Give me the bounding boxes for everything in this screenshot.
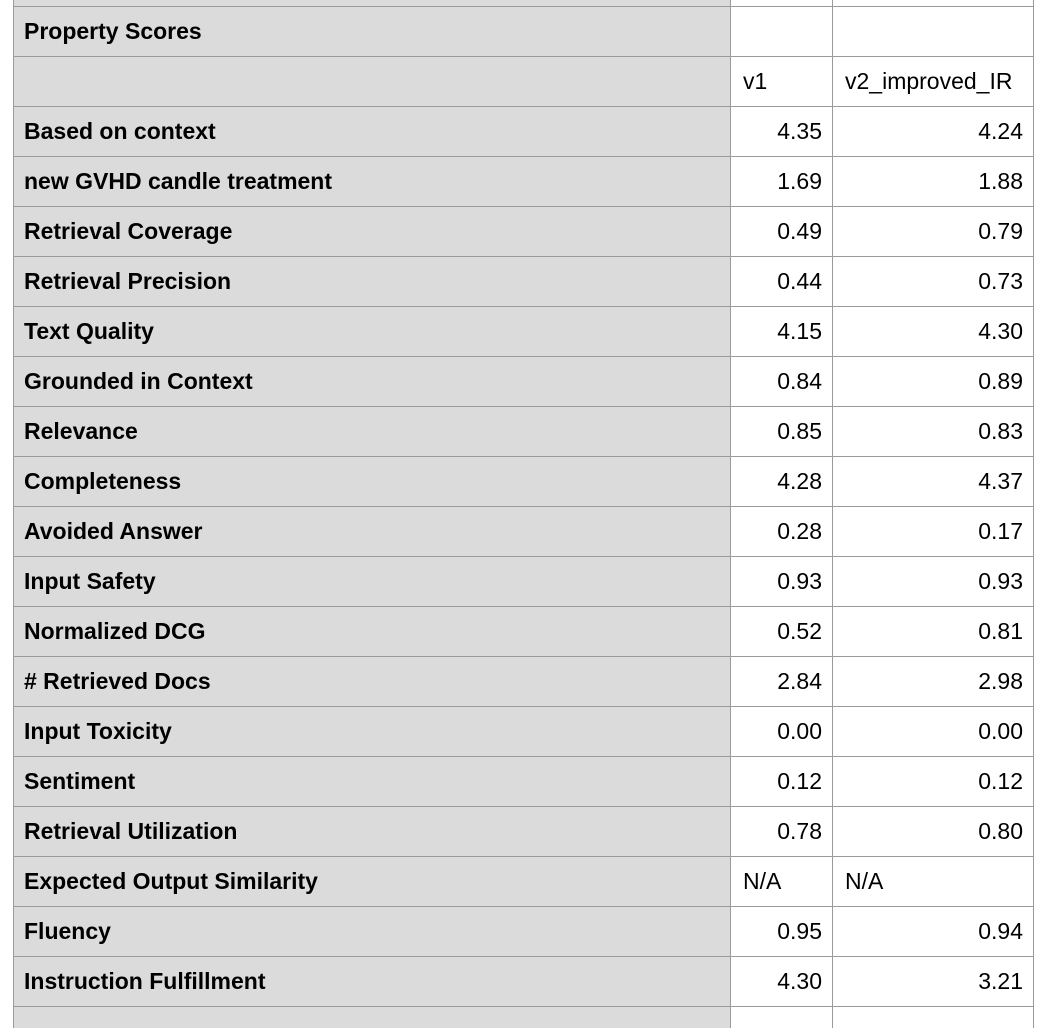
metric-value-v2[interactable]: 0.00 [832, 706, 1034, 757]
column-header-v1[interactable]: v1 [730, 56, 833, 107]
metric-value-v2[interactable]: 0.81 [832, 606, 1034, 657]
table-row: Relevance 0.85 0.83 [13, 406, 1034, 457]
metric-value-v2[interactable]: 3.21 [832, 956, 1034, 1007]
metric-label[interactable]: Instruction Fulfillment [13, 956, 731, 1007]
metric-label[interactable]: Input Safety [13, 556, 731, 607]
metric-label[interactable]: Normalized DCG [13, 606, 731, 657]
table-row: Sentiment 0.12 0.12 [13, 756, 1034, 807]
title-row: Property Scores [13, 6, 1034, 57]
table-row: Retrieval Precision 0.44 0.73 [13, 256, 1034, 307]
metric-value-v1[interactable]: 0.00 [730, 706, 833, 757]
metric-label[interactable]: Expected Output Similarity [13, 856, 731, 907]
metric-label[interactable]: Retrieval Precision [13, 256, 731, 307]
metric-label[interactable]: Retrieval Coverage [13, 206, 731, 257]
table-row: Based on context 4.35 4.24 [13, 106, 1034, 157]
metric-value-v1[interactable]: 0.95 [730, 906, 833, 957]
metric-label[interactable]: Grounded in Context [13, 356, 731, 407]
metric-value-v1[interactable]: 0.12 [730, 756, 833, 807]
table-row: Fluency 0.95 0.94 [13, 906, 1034, 957]
metric-value-v1[interactable]: 4.30 [730, 956, 833, 1007]
table-row: Retrieval Coverage 0.49 0.79 [13, 206, 1034, 257]
metric-value-v2[interactable]: 0.83 [832, 406, 1034, 457]
table-row: Avoided Answer 0.28 0.17 [13, 506, 1034, 557]
column-header-v2-improved-ir[interactable]: v2_improved_IR [832, 56, 1034, 107]
table-cell[interactable] [13, 56, 731, 107]
partial-row-bottom [13, 1006, 1034, 1028]
metric-value-v2[interactable]: N/A [832, 856, 1034, 907]
metric-label[interactable]: new GVHD candle treatment [13, 156, 731, 207]
metric-value-v2[interactable]: 4.24 [832, 106, 1034, 157]
metric-label[interactable]: # Retrieved Docs [13, 656, 731, 707]
table-cell[interactable] [13, 1006, 731, 1028]
metric-label[interactable]: Avoided Answer [13, 506, 731, 557]
table-row: Text Quality 4.15 4.30 [13, 306, 1034, 357]
table-row: Instruction Fulfillment 4.30 3.21 [13, 956, 1034, 1007]
table-cell[interactable] [730, 6, 833, 57]
table-row: Retrieval Utilization 0.78 0.80 [13, 806, 1034, 857]
metric-label[interactable]: Fluency [13, 906, 731, 957]
metric-value-v2[interactable]: 0.12 [832, 756, 1034, 807]
metric-value-v2[interactable]: 0.94 [832, 906, 1034, 957]
metric-value-v1[interactable]: N/A [730, 856, 833, 907]
table-title-cell[interactable]: Property Scores [13, 6, 731, 57]
metric-value-v2[interactable]: 4.37 [832, 456, 1034, 507]
metric-value-v1[interactable]: 0.85 [730, 406, 833, 457]
metric-value-v1[interactable]: 0.44 [730, 256, 833, 307]
metric-label[interactable]: Sentiment [13, 756, 731, 807]
metric-value-v1[interactable]: 0.93 [730, 556, 833, 607]
table-cell[interactable] [730, 1006, 833, 1028]
metric-value-v2[interactable]: 0.89 [832, 356, 1034, 407]
metric-value-v1[interactable]: 0.52 [730, 606, 833, 657]
metric-value-v1[interactable]: 4.35 [730, 106, 833, 157]
table-row: new GVHD candle treatment 1.69 1.88 [13, 156, 1034, 207]
metric-value-v2[interactable]: 1.88 [832, 156, 1034, 207]
table-row: Completeness 4.28 4.37 [13, 456, 1034, 507]
metric-value-v1[interactable]: 0.49 [730, 206, 833, 257]
metric-value-v1[interactable]: 0.84 [730, 356, 833, 407]
metric-value-v1[interactable]: 0.78 [730, 806, 833, 857]
metric-value-v1[interactable]: 2.84 [730, 656, 833, 707]
header-row: v1 v2_improved_IR [13, 56, 1034, 107]
metric-label[interactable]: Relevance [13, 406, 731, 457]
table-cell[interactable] [832, 6, 1034, 57]
metric-label[interactable]: Input Toxicity [13, 706, 731, 757]
metric-value-v2[interactable]: 0.17 [832, 506, 1034, 557]
metric-label[interactable]: Retrieval Utilization [13, 806, 731, 857]
metric-value-v1[interactable]: 0.28 [730, 506, 833, 557]
metric-label[interactable]: Text Quality [13, 306, 731, 357]
table-row: Grounded in Context 0.84 0.89 [13, 356, 1034, 407]
table-cell[interactable] [832, 1006, 1034, 1028]
table-row: Expected Output Similarity N/A N/A [13, 856, 1034, 907]
table-row: Input Toxicity 0.00 0.00 [13, 706, 1034, 757]
table-row: Normalized DCG 0.52 0.81 [13, 606, 1034, 657]
metric-label[interactable]: Completeness [13, 456, 731, 507]
table-row: Input Safety 0.93 0.93 [13, 556, 1034, 607]
property-scores-table: Property Scores v1 v2_improved_IR Based … [13, 0, 1034, 1028]
metric-value-v2[interactable]: 0.93 [832, 556, 1034, 607]
metric-label[interactable]: Based on context [13, 106, 731, 157]
table-row: # Retrieved Docs 2.84 2.98 [13, 656, 1034, 707]
metric-value-v1[interactable]: 4.28 [730, 456, 833, 507]
metric-value-v1[interactable]: 1.69 [730, 156, 833, 207]
metric-value-v1[interactable]: 4.15 [730, 306, 833, 357]
metric-value-v2[interactable]: 0.79 [832, 206, 1034, 257]
metric-value-v2[interactable]: 0.73 [832, 256, 1034, 307]
metric-value-v2[interactable]: 0.80 [832, 806, 1034, 857]
metric-value-v2[interactable]: 2.98 [832, 656, 1034, 707]
metric-value-v2[interactable]: 4.30 [832, 306, 1034, 357]
